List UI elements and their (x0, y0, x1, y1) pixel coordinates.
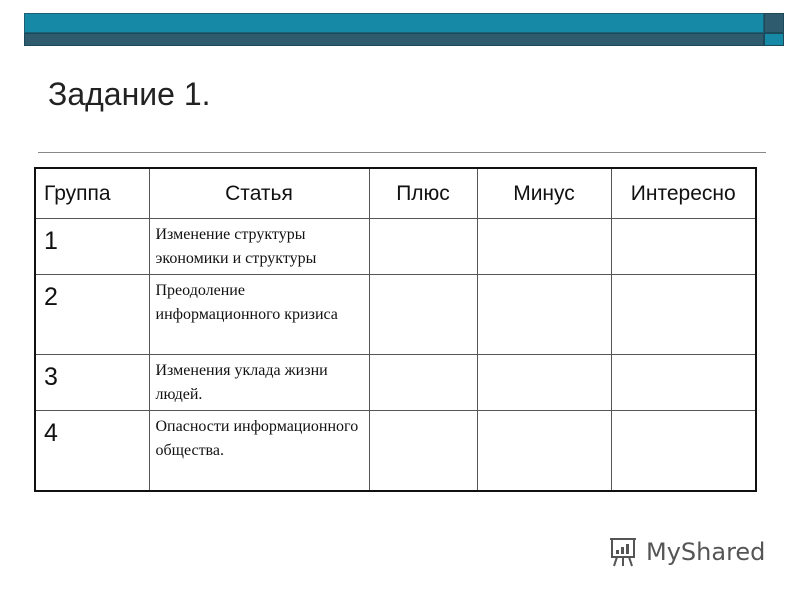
table-row: 3 Изменения уклада жизни людей. (34, 354, 757, 411)
header-minus: Минус (476, 167, 612, 219)
table-header-row: Группа Статья Плюс Минус Интересно (34, 167, 757, 219)
minus-cell (476, 274, 612, 355)
plus-cell (368, 274, 478, 355)
interesting-cell (610, 410, 757, 491)
header-plus: Плюс (368, 167, 478, 219)
group-cell: 4 (34, 410, 150, 491)
watermark-text: MyShared (646, 538, 766, 566)
plus-cell (368, 354, 478, 411)
minus-cell (476, 410, 612, 491)
header-square-bottom (764, 33, 784, 46)
interesting-cell (610, 274, 757, 355)
header-article: Статья (148, 167, 370, 219)
article-cell: Изменение структуры экономики и структур… (148, 218, 370, 275)
header-square-top (764, 13, 784, 33)
minus-cell (476, 354, 612, 411)
article-cell: Преодоление информационного кризиса (148, 274, 370, 355)
table-row: 1 Изменение структуры экономики и структ… (34, 218, 757, 275)
group-cell: 2 (34, 274, 150, 355)
title-divider (38, 152, 766, 153)
table-row: 2 Преодоление информационного кризиса (34, 274, 757, 355)
article-cell: Изменения уклада жизни людей. (148, 354, 370, 411)
article-cell: Опасности информационного общества. (148, 410, 370, 491)
header-bar-top (24, 13, 764, 33)
watermark-logo: MyShared (606, 535, 765, 569)
plus-cell (368, 410, 478, 491)
header-interesting: Интересно (610, 167, 757, 219)
group-cell: 1 (34, 218, 150, 275)
presentation-board-icon (610, 538, 636, 567)
slide-title: Задание 1. (48, 76, 211, 112)
interesting-cell (610, 218, 757, 275)
minus-cell (476, 218, 612, 275)
header-group: Группа (34, 167, 150, 219)
group-cell: 3 (34, 354, 150, 411)
interesting-cell (610, 354, 757, 411)
table-row: 4 Опасности информационного общества. (34, 410, 757, 491)
plus-cell (368, 218, 478, 275)
assignment-table: Группа Статья Плюс Минус Интересно 1 Изм… (34, 167, 757, 492)
header-bar-bottom (24, 33, 764, 46)
